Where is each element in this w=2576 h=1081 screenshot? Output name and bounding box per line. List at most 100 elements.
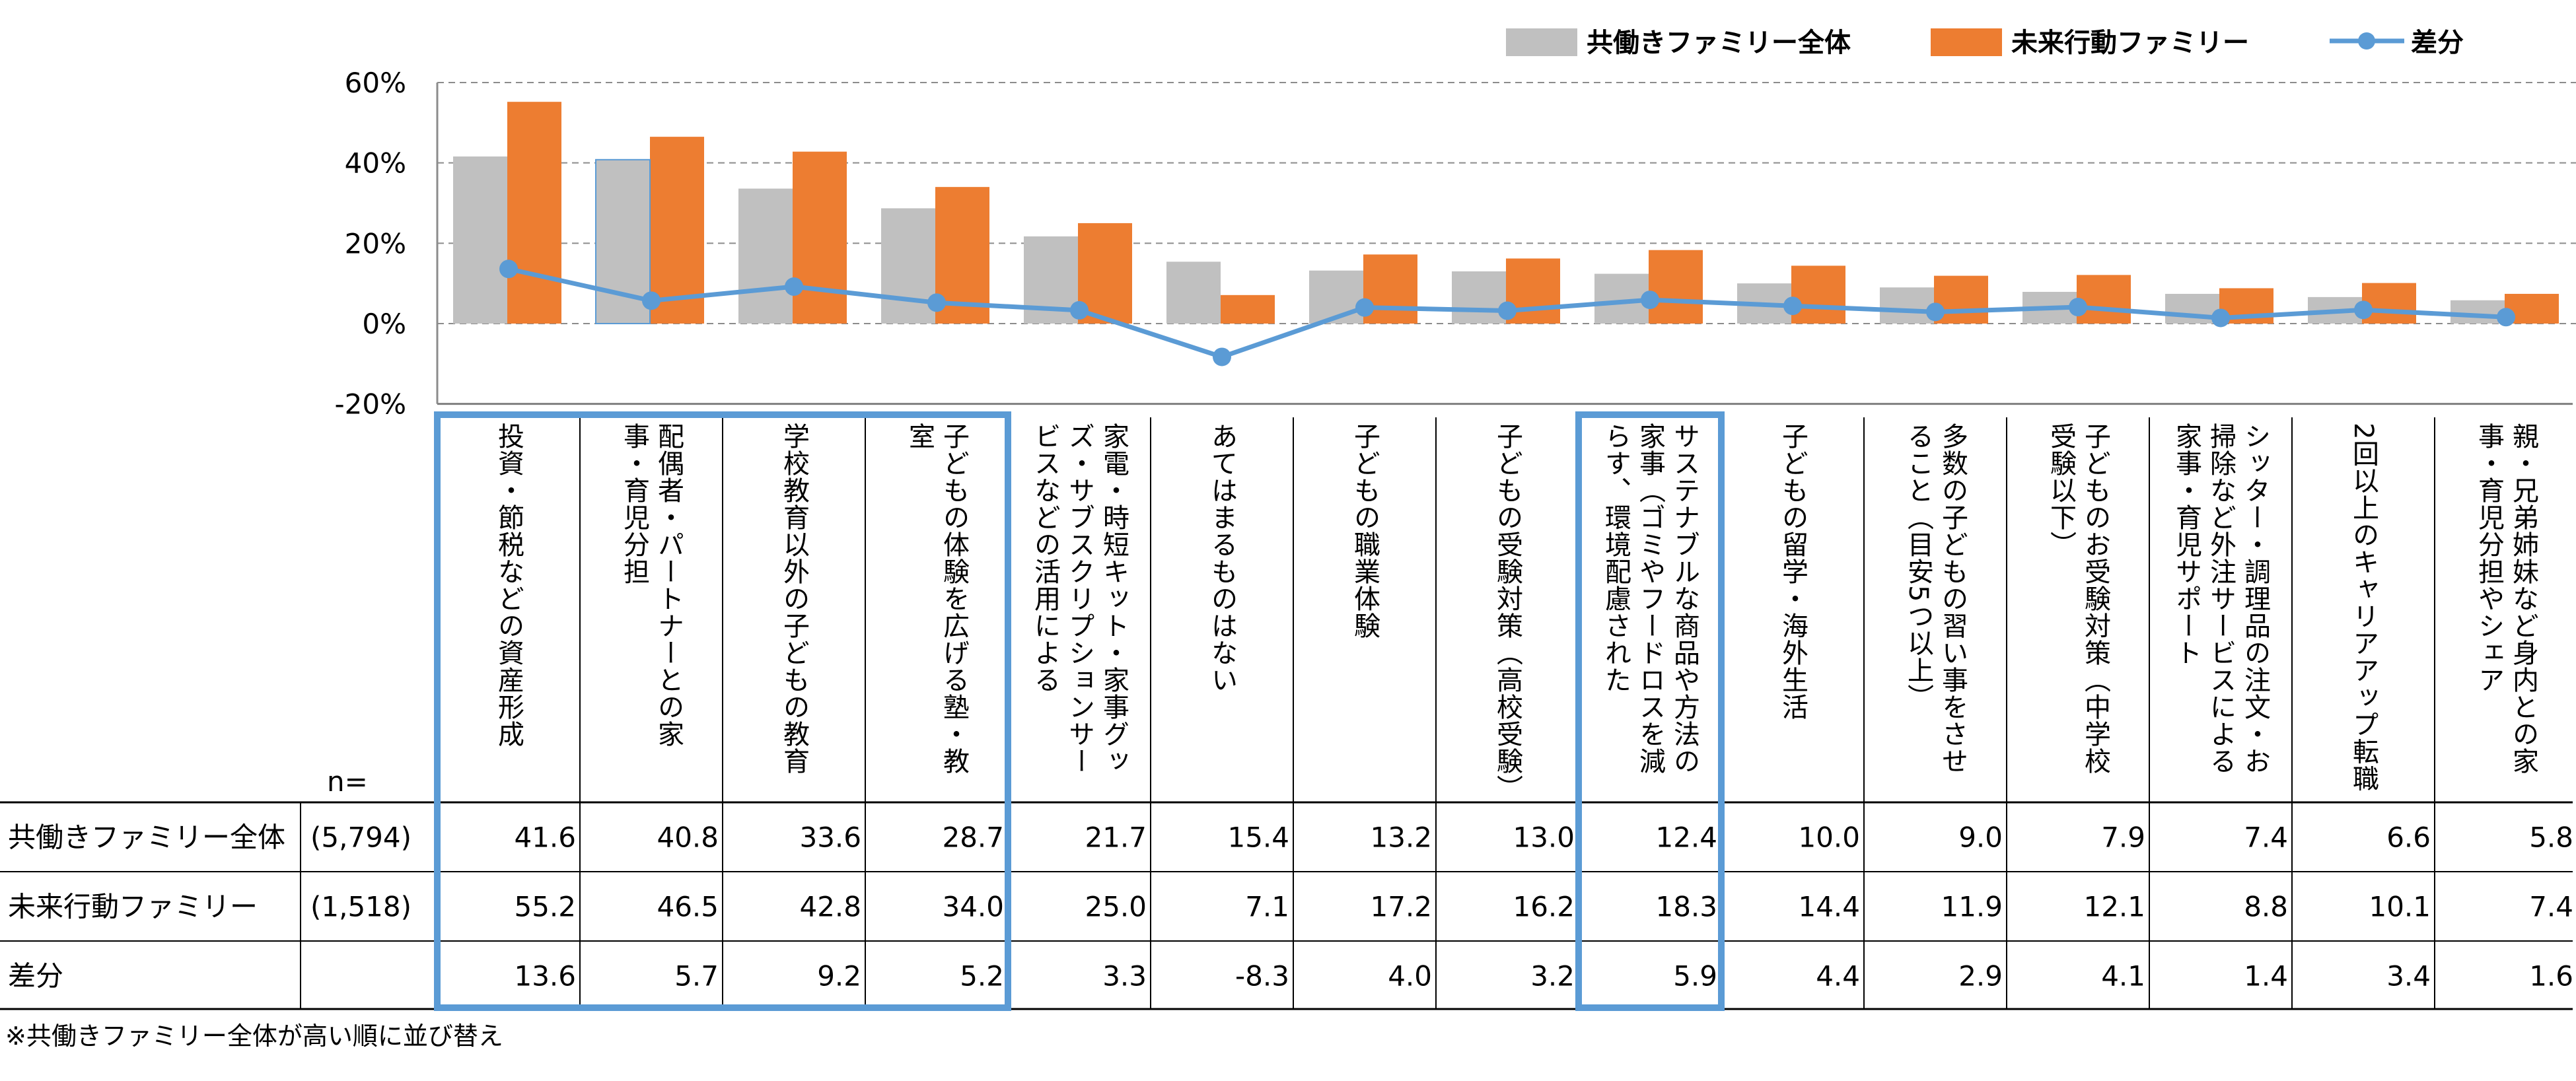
table-cell-value: 10.1 [2369, 891, 2431, 923]
diff-point [1070, 300, 1089, 320]
y-tick-label: -20% [334, 388, 406, 421]
row-n: (1,518) [310, 891, 411, 923]
bars [453, 102, 2559, 324]
table-cell-value: 55.2 [514, 891, 576, 923]
category-label-text: 子どもの体験を広げる塾・教室 [904, 423, 969, 775]
bar-all-families [453, 156, 507, 324]
table-cell-value: -8.3 [1235, 960, 1289, 993]
category-label: 2回以上のキャリアアップ転職 [2297, 423, 2429, 792]
axes [436, 83, 2573, 405]
category-label-text: 学校教育以外の子どもの教育 [779, 423, 809, 775]
diff-point [2069, 298, 2087, 317]
bar-future-action-families [507, 102, 561, 324]
legend-label: 未来行動ファミリー [2011, 28, 2249, 58]
table-cell-value: 2.9 [1958, 960, 2003, 993]
table-cell-value: 3.4 [2386, 960, 2431, 993]
category-label: 多数の子どもの習い事をさせること（目安5つ以上） [1869, 423, 2001, 792]
table-cell-value: 13.0 [1513, 821, 1575, 854]
table-cell-value: 9.2 [817, 960, 861, 993]
table-cell-value: 7.9 [2101, 821, 2145, 854]
category-label: あてはまるものはない [1156, 423, 1288, 792]
diff-point [1641, 291, 1659, 310]
category-label: 親・兄弟姉妹など身内との家事・育児分担やシェア [2440, 423, 2572, 792]
legend-label: 差分 [2411, 28, 2464, 58]
y-axis-ticks: 60% 40% 20% 0% -20% [334, 67, 406, 421]
bar-all-families [1880, 287, 1934, 324]
category-label-text: 投資・節税などの資産形成 [493, 423, 524, 748]
category-label-text: 子どもの職業体験 [1349, 423, 1380, 639]
table-cell-value: 13.2 [1370, 821, 1432, 854]
bar-future-action-families [650, 137, 704, 324]
table-cell-value: 14.4 [1798, 891, 1860, 923]
legend: 共働きファミリー全体 未来行動ファミリー 差分 [1506, 28, 2464, 58]
row-header: 未来行動ファミリー [8, 891, 258, 923]
category-label: 子どもの留学・海外生活 [1727, 423, 1859, 792]
data-table: n= 共働きファミリー全体 (5,794) 41.6 40.8 33.6 28.7 21.7 1… [0, 417, 2573, 1010]
row-n: (5,794) [310, 821, 411, 854]
table-cell-value: 12.4 [1655, 821, 1717, 854]
legend-label: 共働きファミリー全体 [1587, 28, 1851, 58]
category-label: 配偶者・パートナーとの家事・育児分担 [585, 423, 717, 792]
legend-swatch-future-action [1931, 28, 2002, 56]
bar-future-action-families [2362, 283, 2416, 324]
legend-marker-diff [2358, 32, 2375, 50]
category-label: 子どもの受験対策（高校受験） [1441, 423, 1573, 802]
category-label-text: 2回以上のキャリアアップ転職 [2348, 423, 2379, 792]
category-label-text: サステナブルな商品や方法の家事（ゴミやフードロスを減らす、環境配慮された [1600, 423, 1699, 775]
table-cell-value: 28.7 [942, 821, 1004, 854]
bar-all-families [738, 188, 793, 324]
table-cell-value: 5.7 [674, 960, 719, 993]
category-label: シッター・調理品の注文・お掃除など外注サービスによる家事・育児サポート [2155, 423, 2287, 792]
category-label: 子どもの職業体験 [1299, 423, 1431, 792]
category-label: 家電・時短キット・家事グッズ・サブスクリプションサービスなどの活用による [1013, 423, 1145, 792]
table-cell-value: 40.8 [657, 821, 719, 854]
category-label-text: 子どもの留学・海外生活 [1777, 423, 1808, 720]
y-tick-label: 60% [345, 67, 406, 99]
table-cell-value: 15.4 [1227, 821, 1289, 854]
footnote: ※共働きファミリー全体が高い順に並び替え [5, 1022, 503, 1051]
category-label: サステナブルな商品や方法の家事（ゴミやフードロスを減らす、環境配慮された [1584, 423, 1716, 792]
category-label: 学校教育以外の子どもの教育 [728, 423, 860, 792]
category-label-text: 親・兄弟姉妹など身内との家事・育児分担やシェア [2474, 423, 2538, 775]
category-label: 子どものお受験対策（中学校受験以下） [2012, 423, 2144, 792]
diff-point [1213, 347, 1231, 366]
table-cell-value: 17.2 [1370, 891, 1432, 923]
table-cell-value: 3.3 [1102, 960, 1147, 993]
table-cell-value: 5.8 [2529, 821, 2573, 854]
y-tick-label: 20% [345, 227, 406, 260]
table-cell-value: 7.4 [2529, 891, 2573, 923]
table-cell-value: 7.1 [1245, 891, 1289, 923]
table-cell-value: 18.3 [1655, 891, 1717, 923]
table-cell-value: 3.2 [1530, 960, 1575, 993]
bar-all-families [2451, 300, 2505, 324]
diff-point [1783, 296, 1802, 316]
table-cell-value: 7.4 [2244, 821, 2288, 854]
bar-all-families [881, 208, 935, 324]
table-cell-value: 34.0 [942, 891, 1004, 923]
table-cell-value: 46.5 [657, 891, 719, 923]
diff-line [499, 260, 2515, 366]
bar-future-action-families [2077, 275, 2131, 324]
category-label: 投資・節税などの資産形成 [443, 423, 575, 792]
diff-point [642, 291, 661, 310]
bar-selection-outline [595, 158, 651, 324]
table-cell-value: 25.0 [1085, 891, 1147, 923]
highlight-box [1575, 411, 1725, 1011]
table-cell-value: 42.8 [799, 891, 861, 923]
diff-point [2354, 300, 2373, 320]
category-label-text: 家電・時短キット・家事グッズ・サブスクリプションサービスなどの活用による [1030, 423, 1129, 775]
table-cell-value: 21.7 [1085, 821, 1147, 854]
category-label-text: 子どもの受験対策（高校受験） [1492, 423, 1522, 802]
diff-point [499, 260, 518, 279]
table-cell-value: 4.0 [1388, 960, 1432, 993]
diff-point [785, 277, 803, 296]
bar-future-action-families [1791, 265, 1845, 324]
table-cell-value: 33.6 [799, 821, 861, 854]
n-label: n= [327, 765, 368, 798]
bar-future-action-families [793, 151, 847, 324]
diff-point [2211, 308, 2230, 328]
category-label-text: シッター・調理品の注文・お掃除など外注サービスによる家事・育児サポート [2171, 423, 2270, 775]
table-cell-value: 10.0 [1798, 821, 1860, 854]
y-tick-label: 0% [362, 308, 406, 340]
bar-all-families [1452, 271, 1506, 324]
